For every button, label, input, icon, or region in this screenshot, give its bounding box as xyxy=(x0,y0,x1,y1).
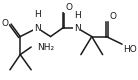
Text: N: N xyxy=(34,24,41,33)
Text: H: H xyxy=(74,11,81,20)
Text: O: O xyxy=(109,12,116,21)
Text: O: O xyxy=(65,3,72,12)
Text: N: N xyxy=(74,24,81,33)
Text: O: O xyxy=(1,19,8,28)
Text: H: H xyxy=(34,10,41,19)
Text: NH₂: NH₂ xyxy=(37,42,54,52)
Text: HO: HO xyxy=(123,45,137,54)
